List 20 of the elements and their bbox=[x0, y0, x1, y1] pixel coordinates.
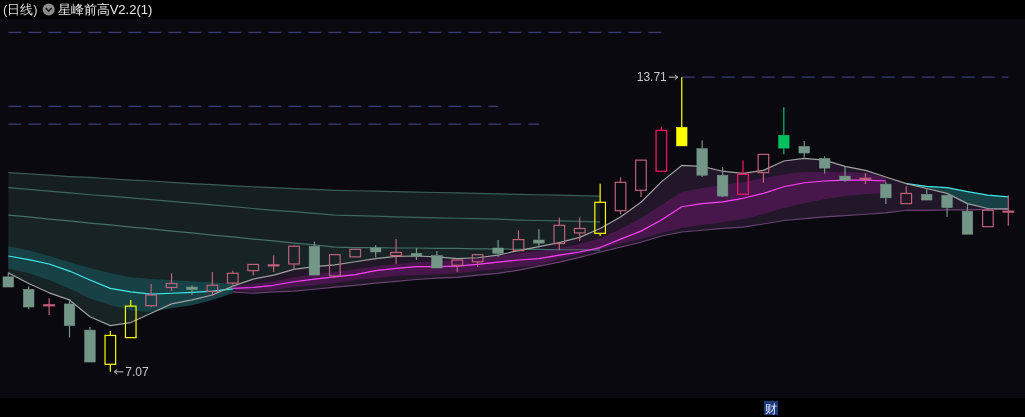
annotation: 7.07 bbox=[125, 365, 150, 380]
text: 财 bbox=[765, 402, 777, 416]
chart-subtitle: 星峰前高V2.2(1) bbox=[57, 2, 153, 17]
candlestick bbox=[390, 238, 402, 265]
candlestick bbox=[349, 248, 362, 258]
candlestick bbox=[981, 207, 994, 228]
candlestick bbox=[84, 326, 96, 363]
chart-title: (日线) bbox=[3, 2, 38, 17]
candlestick bbox=[635, 159, 647, 198]
candlestick bbox=[431, 250, 443, 269]
candlestick bbox=[737, 159, 749, 195]
candlestick bbox=[288, 245, 300, 270]
candlestick bbox=[43, 297, 56, 316]
candlestick bbox=[839, 165, 851, 183]
candlestick bbox=[594, 183, 607, 237]
candlestick bbox=[186, 284, 198, 296]
candlestick bbox=[533, 228, 545, 249]
candlestick bbox=[941, 194, 953, 218]
annotation: 13.71 bbox=[636, 70, 668, 85]
candlestick bbox=[492, 239, 504, 258]
